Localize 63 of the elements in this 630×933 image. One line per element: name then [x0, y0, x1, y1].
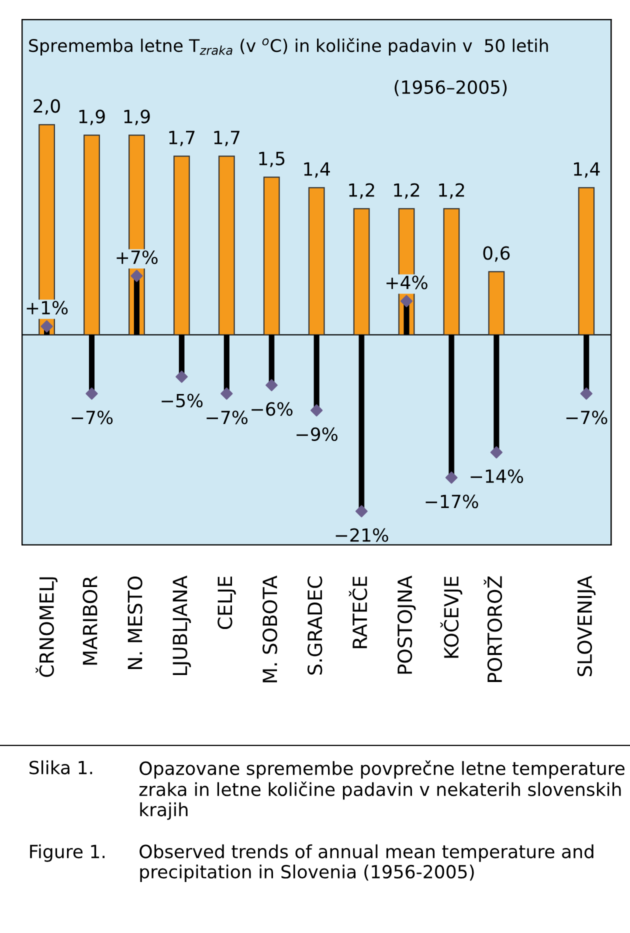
- data-label: −7%: [566, 410, 608, 424]
- data-label: −14%: [470, 469, 524, 484]
- point: [580, 388, 592, 400]
- data-label: 1,9: [124, 110, 150, 126]
- point: [130, 270, 143, 282]
- data-label: 1,4: [574, 162, 600, 178]
- bar: [263, 176, 280, 336]
- bar: [488, 271, 505, 336]
- x-tick-label: PORTOROŽ: [484, 576, 502, 682]
- point: [220, 388, 233, 400]
- x-tick-label: POSTOJNA: [397, 576, 416, 674]
- data-label: 0,6: [483, 246, 510, 262]
- data-label: 1,2: [394, 183, 420, 199]
- data-label: 1,7: [169, 130, 194, 146]
- x-tick-label: N. MESTO: [128, 576, 142, 670]
- data-label: +7%: [116, 250, 158, 264]
- data-label: −7%: [72, 410, 113, 424]
- text: Observed trends of annual mean temperature and precipitation in Slovenia (1956-2005): [140, 844, 594, 882]
- x-tick-label: RATEČE: [348, 576, 368, 648]
- data-label: −21%: [336, 528, 388, 542]
- data-label: 1,9: [79, 110, 105, 126]
- data-label: −17%: [426, 494, 478, 508]
- x-tick-label: M. SOBOTA: [262, 576, 278, 682]
- data-label: +1%: [26, 300, 68, 315]
- data-label: 1,2: [439, 183, 464, 199]
- point: [310, 404, 323, 416]
- x-tick-label: LJUBLJANA: [172, 576, 191, 676]
- text: Opazovane spremembe povprečne letne temperature zraka in letne količine padavin v nekaterih slovenskih krajih: [139, 760, 624, 820]
- data-label: 1,5: [259, 152, 284, 168]
- point: [490, 446, 503, 458]
- data-label: 1,4: [304, 162, 330, 178]
- bar: [218, 156, 235, 336]
- bar: [353, 208, 370, 336]
- bar: [578, 187, 595, 336]
- data-label: 1,2: [349, 183, 374, 199]
- x-tick-label: SLOVENIJA: [577, 576, 596, 676]
- x-tick-label: ČRNOMELJ: [36, 577, 58, 677]
- text: Sprememba letne T$_{zraka}$ (v $^{o}$C) in količine padavin v 50 letih: [29, 38, 548, 56]
- data-label: +4%: [386, 276, 428, 290]
- data-label: −9%: [296, 427, 338, 442]
- data-label: −5%: [162, 394, 203, 408]
- point: [40, 320, 53, 332]
- data-label: 1,7: [214, 130, 240, 146]
- point: [400, 295, 413, 308]
- data-label: −7%: [206, 410, 248, 424]
- caption: Figure 1.: [30, 844, 104, 862]
- x-tick-label: CELJE: [218, 576, 236, 630]
- point: [445, 472, 458, 484]
- text: (1956–2005): [394, 80, 507, 96]
- x-tick-label: KOČEVJE: [440, 576, 462, 658]
- point: [266, 379, 278, 392]
- bar: [173, 156, 190, 336]
- data-label: −6%: [252, 402, 292, 416]
- bar: [443, 208, 460, 336]
- point: [176, 370, 188, 383]
- x-tick-label: S.GRADEC: [308, 576, 322, 675]
- point: [86, 388, 98, 400]
- data-label: 2,0: [34, 99, 60, 115]
- text: Slika 1.: [30, 760, 92, 774]
- point: [355, 505, 368, 518]
- bar: [84, 134, 100, 336]
- bar: [308, 187, 325, 336]
- x-tick-label: MARIBOR: [82, 576, 98, 665]
